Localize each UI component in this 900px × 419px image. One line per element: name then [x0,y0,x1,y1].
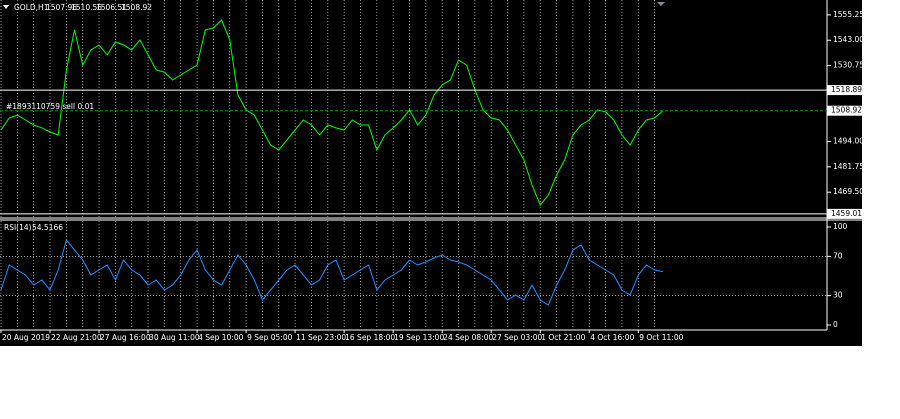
x-tick-label: 27 Sep 03:00 [492,333,542,342]
y-tick-label: 1543.00 [833,35,864,44]
indicator-title: RSI(14) [4,223,32,232]
y-tick-label: 100 [833,222,848,231]
x-tick-label: 16 Sep 18:00 [345,333,395,342]
ohlc-value: 1506.51 [96,3,127,12]
ohlc-value: 1508.92 [121,3,152,12]
series-line [0,238,663,306]
x-tick-label: 4 Sep 10:00 [198,333,244,342]
order-label: #1893110759 sell 0.01 [6,102,94,111]
x-tick-label: 11 Sep 23:00 [296,333,346,342]
y-tick-label: 70 [833,251,843,260]
x-tick-label: 22 Aug 21:00 [51,333,102,342]
chart-title: GOLD,H1 [14,3,49,12]
x-tick-label: 19 Sep 13:00 [394,333,444,342]
price-label: 1508.92 [831,106,862,115]
y-tick-label: 1494.00 [833,137,864,146]
price-label-box [827,105,862,116]
x-tick-label: 20 Aug 2019 [2,333,50,342]
price-label: 1518.89 [831,85,862,94]
y-tick-label: 1530.75 [833,61,864,70]
series-line [0,19,664,206]
x-tick-label: 24 Sep 08:00 [443,333,493,342]
y-tick-label: 1481.75 [833,162,864,171]
x-tick-label: 27 Aug 16:00 [100,333,151,342]
x-tick-label: 30 Aug 11:00 [149,333,200,342]
ohlc-value: 1510.56 [71,3,102,12]
chart-background [0,0,862,346]
x-tick-label: 4 Oct 16:00 [590,333,634,342]
y-tick-label: 1469.50 [833,187,864,196]
x-tick-label: 9 Sep 05:00 [247,333,293,342]
symbol-menu-arrow[interactable] [3,5,9,9]
y-tick-label: 0 [833,320,838,329]
indicator-value: 54.5166 [32,223,63,232]
y-tick-label: 1555.25 [833,10,864,19]
shift-marker [657,2,665,6]
y-tick-label: 30 [833,291,843,300]
price-label-box [827,85,862,96]
price-label-box [827,208,862,219]
price-label: 1459.01 [831,209,862,218]
x-tick-label: 1 Oct 21:00 [541,333,585,342]
x-tick-label: 9 Oct 11:00 [639,333,683,342]
ohlc-value: 1507.96 [46,3,77,12]
